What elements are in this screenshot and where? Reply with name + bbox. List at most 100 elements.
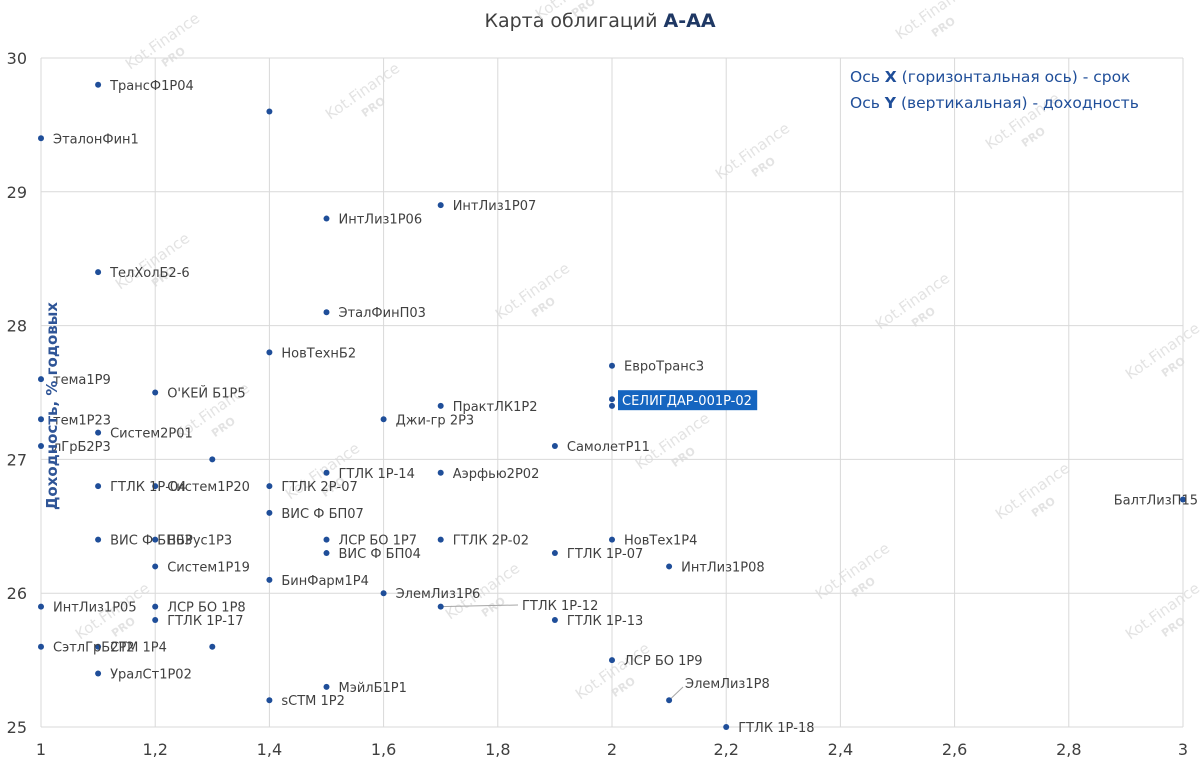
data-point	[323, 469, 330, 476]
watermark-badge: PRO	[569, 0, 598, 20]
data-point	[95, 269, 102, 276]
data-point	[609, 362, 615, 369]
data-point	[323, 215, 330, 222]
highlight-label-bg	[618, 390, 758, 411]
data-point	[95, 429, 102, 436]
x-tick-label: 1,8	[485, 740, 510, 759]
data-point	[437, 202, 444, 209]
data-label: ЭталФинП03	[339, 306, 426, 321]
data-point	[152, 563, 159, 570]
data-point	[152, 536, 159, 543]
data-point	[95, 483, 102, 490]
data-point	[323, 309, 330, 316]
data-point	[1180, 496, 1186, 503]
chart-title-prefix: Карта облигаций	[484, 10, 664, 32]
data-label: Систем2Р01	[110, 427, 193, 442]
data-label: СамолетР11	[567, 440, 650, 455]
data-points	[38, 81, 1186, 730]
data-point	[95, 81, 102, 88]
data-point	[437, 536, 444, 543]
data-point	[380, 590, 387, 597]
y-tick-label: 30	[7, 49, 27, 68]
x-tick-label: 2,8	[1056, 740, 1081, 759]
data-label: Систем1Р19	[167, 560, 250, 575]
y-axis-label: Доходность, % годовых	[43, 302, 61, 510]
y-tick-label: 29	[7, 183, 27, 202]
x-tick-label: 1,2	[142, 740, 167, 759]
data-label: Джи-гр 2Р3	[396, 413, 475, 428]
data-point	[266, 576, 273, 583]
data-point	[209, 643, 216, 650]
data-point	[152, 389, 159, 396]
data-label: ГТЛК 1Р-14	[339, 467, 415, 482]
data-point	[609, 657, 615, 664]
data-point	[38, 443, 44, 450]
highlight-data-label: СЕЛИГДАР-001P-02	[622, 394, 752, 409]
data-label: ТелХолБ2-6	[109, 266, 190, 281]
data-label: ПрактЛК1Р2	[453, 400, 538, 415]
data-label: ТрансФ1Р04	[109, 79, 194, 94]
data-label: ГТЛК 1Р-12	[522, 599, 598, 614]
data-point	[380, 416, 387, 423]
data-point	[266, 108, 273, 115]
data-label: sСТМ 1Р2	[281, 694, 345, 709]
data-label: тема1Р9	[53, 373, 111, 388]
data-label: ЭлемЛиз1Р8	[685, 677, 770, 692]
data-label: ВИС Ф БП07	[281, 507, 363, 522]
data-label: СэтлГрБ2Р2	[53, 641, 135, 656]
data-point	[152, 616, 159, 623]
data-label: ИнтЛиз1Р05	[53, 601, 137, 616]
x-tick-label: 1,6	[371, 740, 396, 759]
data-point	[609, 402, 615, 409]
data-label: ВИС Ф БП04	[339, 547, 421, 562]
data-point	[323, 536, 330, 543]
y-tick-label: 27	[7, 450, 27, 469]
data-point	[209, 456, 216, 463]
data-point	[323, 550, 330, 557]
data-point	[609, 536, 615, 543]
x-tick-label: 2,4	[828, 740, 853, 759]
data-point	[437, 402, 444, 409]
x-tick-label: 3	[1178, 740, 1188, 759]
data-label: ГТЛК 1Р-04	[110, 480, 186, 495]
data-point	[95, 643, 102, 650]
leader-lines	[440, 604, 684, 701]
axis-ticks: 1 1,2 1,4 1,6 1,8 2 2,2 2,4 2,6 2,8 3 25 26 27 28 29 30	[7, 49, 1188, 759]
watermark-text: Kot.Finance	[892, 0, 973, 43]
data-point	[551, 443, 558, 450]
data-label: О'КЕЙ Б1Р5	[167, 386, 245, 402]
data-point	[266, 697, 273, 704]
data-point	[437, 469, 444, 476]
data-label: ГТЛК 1Р-13	[567, 614, 643, 629]
data-point	[666, 697, 673, 704]
leader-line	[440, 604, 519, 608]
data-label: ГТЛК 1Р-18	[738, 721, 814, 736]
data-label: СТМ 1Р4	[110, 641, 167, 656]
data-point	[38, 643, 44, 650]
data-label: БинФарм1Р4	[281, 574, 368, 589]
data-point	[551, 550, 558, 557]
x-tick-label: 2	[607, 740, 617, 759]
data-label: ЭлемЛиз1Р6	[396, 587, 481, 602]
y-tick-label: 26	[7, 584, 27, 603]
data-point	[437, 603, 444, 610]
data-point	[266, 483, 273, 490]
data-point	[666, 563, 673, 570]
data-label: НовТехнБ2	[281, 346, 356, 361]
x-tick-label: 2,6	[942, 740, 967, 759]
x-tick-label: 1	[36, 740, 46, 759]
data-point	[38, 416, 44, 423]
data-label: ЛСР БО 1Р9	[624, 654, 703, 669]
chart-title: Карта облигаций А-АА	[0, 10, 1200, 32]
data-label: ГТЛК 2Р-07	[281, 480, 357, 495]
leader-line	[668, 686, 684, 701]
data-labels: ТрансФ1Р04 ЭталонФин1 ИнтЛиз1Р07 ИнтЛиз1Р06…	[53, 79, 1198, 736]
data-point	[323, 683, 330, 690]
y-tick-label: 25	[7, 718, 27, 737]
data-label: БалтЛизП15	[1114, 494, 1198, 509]
data-label: ИнтЛиз1Р07	[453, 199, 537, 214]
data-point	[266, 509, 273, 516]
data-label: Аэрфью2Р02	[453, 467, 540, 482]
data-point	[266, 349, 273, 356]
